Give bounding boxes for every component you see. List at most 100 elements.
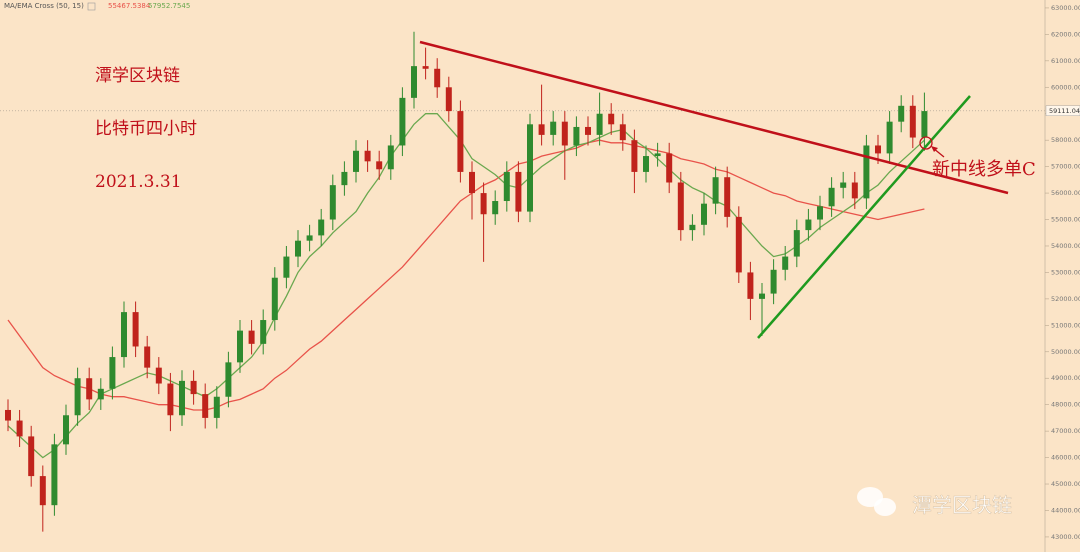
candle-body bbox=[86, 378, 93, 400]
candle-body bbox=[97, 388, 104, 400]
candle-body bbox=[817, 206, 823, 220]
candles bbox=[5, 31, 928, 532]
y-tick-label: 48000.00 bbox=[1051, 401, 1080, 409]
y-tick-label: 52000.00 bbox=[1051, 295, 1080, 303]
candle-body bbox=[643, 156, 649, 172]
candle-body bbox=[619, 124, 626, 141]
candle-body bbox=[445, 87, 452, 112]
annotation: 潭学区块链 bbox=[95, 66, 180, 86]
y-tick-label: 62000.00 bbox=[1051, 30, 1080, 38]
candle-body bbox=[805, 219, 812, 231]
y-axis: 43000.00 44000.00 45000.00 46000.00 47000.00… bbox=[1045, 4, 1080, 541]
candle-body bbox=[318, 219, 325, 236]
candle-body bbox=[898, 105, 905, 122]
candle-body bbox=[364, 150, 371, 162]
candle-body bbox=[921, 111, 928, 138]
candle-body bbox=[190, 380, 197, 395]
moving-average-line bbox=[7, 139, 925, 411]
candle-body bbox=[283, 256, 290, 278]
candle-body bbox=[875, 145, 881, 154]
callout-arrowhead bbox=[931, 146, 938, 152]
candle-body bbox=[74, 378, 81, 416]
candle-body bbox=[295, 240, 301, 257]
annotation: 比特币四小时 bbox=[95, 119, 197, 139]
callout: 新中线多单C bbox=[932, 159, 1036, 180]
candle-body bbox=[155, 367, 162, 384]
candle-body bbox=[851, 182, 858, 199]
candle-body bbox=[677, 182, 684, 231]
entry-circle bbox=[919, 136, 933, 150]
candle-body bbox=[271, 277, 278, 321]
candle-body bbox=[213, 396, 220, 418]
resistance-trendline bbox=[419, 40, 1009, 195]
y-tick-label: 53000.00 bbox=[1051, 268, 1080, 276]
candle-body bbox=[306, 235, 313, 241]
candle-body bbox=[782, 256, 789, 270]
candle-body bbox=[561, 121, 568, 146]
y-tick-label: 55000.00 bbox=[1051, 216, 1080, 224]
candle-body bbox=[492, 201, 499, 215]
y-tick-label: 50000.00 bbox=[1051, 348, 1080, 356]
candle-body bbox=[573, 126, 580, 146]
candle-body bbox=[16, 420, 23, 437]
support-trendline bbox=[757, 95, 971, 339]
candle-body bbox=[689, 224, 696, 231]
y-tick-label: 60000.00 bbox=[1051, 83, 1080, 91]
candle-body bbox=[376, 161, 383, 170]
candle-body bbox=[712, 177, 719, 204]
candle-body bbox=[411, 66, 417, 98]
indicator-value: 55467.5384 bbox=[108, 2, 151, 10]
watermark-icon bbox=[874, 498, 896, 516]
candle-body bbox=[550, 121, 557, 135]
candle-body bbox=[144, 346, 151, 368]
candle-body bbox=[654, 153, 661, 157]
candle-body bbox=[260, 320, 267, 344]
watermark: 潭学区块链 bbox=[857, 487, 1012, 517]
candle-body bbox=[237, 330, 243, 363]
candle-body bbox=[840, 182, 847, 188]
y-tick-label: 46000.00 bbox=[1051, 454, 1080, 462]
candle-body bbox=[353, 150, 359, 172]
candle-body bbox=[341, 171, 348, 186]
candle-body bbox=[248, 330, 255, 344]
indicator-value: 57952.7545 bbox=[148, 2, 190, 10]
y-tick-label: 47000.00 bbox=[1051, 427, 1080, 435]
y-tick-label: 45000.00 bbox=[1051, 480, 1080, 488]
candle-body bbox=[457, 111, 464, 172]
candle-body bbox=[701, 203, 707, 225]
candle-body bbox=[735, 216, 742, 273]
candle-body bbox=[608, 113, 615, 125]
candle-body bbox=[503, 171, 510, 202]
candle-body bbox=[886, 121, 893, 154]
candle-body bbox=[121, 312, 127, 358]
y-tick-label: 56000.00 bbox=[1051, 189, 1080, 197]
indicator-label: MA/EMA Cross (50, 15) bbox=[4, 2, 84, 10]
y-tick-label: 43000.00 bbox=[1051, 533, 1080, 541]
candle-body bbox=[5, 409, 11, 421]
candle-body bbox=[666, 153, 673, 183]
candle-body bbox=[63, 415, 69, 445]
candle-body bbox=[469, 171, 475, 194]
candle-body bbox=[747, 272, 754, 299]
y-tick-label: 51000.00 bbox=[1051, 321, 1080, 329]
candle-body bbox=[422, 66, 429, 69]
watermark-text: 潭学区块链 bbox=[912, 493, 1012, 517]
candle-body bbox=[631, 140, 638, 172]
candle-body bbox=[202, 394, 209, 418]
candle-body bbox=[51, 444, 58, 506]
candle-body bbox=[828, 187, 835, 207]
y-tick-label: 58000.00 bbox=[1051, 136, 1080, 144]
last-price-label: 59111.04 bbox=[1049, 107, 1080, 115]
candle-body bbox=[538, 124, 545, 135]
settings-icon[interactable] bbox=[87, 2, 96, 11]
candle-body bbox=[863, 145, 870, 199]
candle-body bbox=[724, 177, 731, 217]
candle-body bbox=[329, 185, 336, 220]
candle-body bbox=[480, 193, 487, 215]
y-tick-label: 44000.00 bbox=[1051, 506, 1080, 514]
candle-body bbox=[28, 436, 35, 477]
candle-body bbox=[596, 113, 603, 135]
last-price-box bbox=[1045, 105, 1080, 116]
